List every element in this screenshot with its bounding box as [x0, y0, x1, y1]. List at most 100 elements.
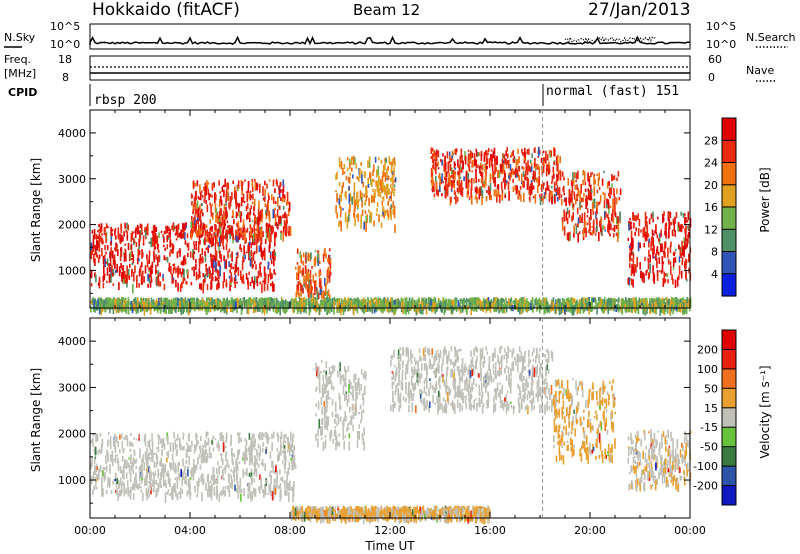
data-cell — [558, 187, 561, 195]
data-cell — [438, 172, 441, 180]
data-cell — [259, 263, 261, 268]
data-cell — [122, 298, 124, 302]
data-cell — [557, 187, 559, 196]
data-cell — [256, 233, 258, 238]
data-cell — [404, 297, 406, 300]
data-cell — [632, 212, 634, 220]
data-cell — [119, 255, 122, 262]
data-cell — [385, 186, 387, 194]
data-cell — [644, 233, 647, 240]
data-cell — [587, 188, 589, 192]
data-cell — [108, 266, 111, 273]
data-cell — [534, 299, 536, 306]
data-cell — [434, 302, 436, 306]
data-cell — [358, 198, 360, 202]
data-cell — [110, 274, 112, 283]
data-cell — [282, 183, 285, 192]
data-cell — [611, 213, 613, 218]
data-cell — [223, 210, 225, 215]
data-cell — [631, 258, 633, 262]
data-cell — [186, 269, 188, 275]
data-cell — [536, 302, 538, 305]
data-cell — [629, 252, 631, 262]
data-cell — [513, 300, 516, 304]
data-cell — [245, 251, 247, 254]
data-cell — [308, 279, 311, 289]
data-cell — [217, 270, 220, 279]
data-cell — [198, 260, 201, 268]
data-cell — [191, 216, 193, 221]
data-cell — [475, 148, 477, 151]
data-cell — [646, 305, 648, 315]
data-cell — [184, 222, 186, 231]
data-cell — [522, 167, 525, 171]
data-cell — [110, 267, 112, 277]
data-cell — [316, 292, 319, 300]
data-cell — [180, 271, 183, 278]
data-cell — [515, 185, 518, 195]
data-cell — [327, 266, 330, 277]
data-cell — [139, 265, 142, 273]
data-cell — [133, 300, 136, 306]
data-cell — [248, 244, 250, 251]
data-cell — [600, 298, 602, 306]
data-cell — [205, 186, 207, 196]
data-cell — [180, 261, 183, 265]
data-cell — [680, 211, 682, 216]
data-cell — [686, 220, 689, 223]
data-cell — [349, 158, 351, 166]
data-cell — [615, 232, 618, 236]
nsky-label: N.Sky — [4, 31, 36, 44]
data-cell — [482, 183, 484, 187]
data-cell — [329, 258, 332, 264]
data-cell — [360, 301, 363, 310]
data-cell — [150, 280, 153, 283]
data-cell — [485, 196, 488, 202]
freq-tick-bottom: 8 — [62, 71, 69, 84]
data-cell — [624, 303, 626, 308]
data-cell — [115, 245, 118, 251]
data-cell — [547, 306, 549, 312]
data-cell — [256, 276, 259, 287]
data-cell — [96, 303, 98, 311]
data-cell — [385, 157, 387, 163]
data-cell — [173, 263, 176, 271]
feature-3 — [335, 155, 397, 233]
data-cell — [122, 278, 125, 284]
data-cell — [199, 205, 201, 212]
data-cell — [648, 240, 650, 248]
data-cell — [345, 175, 348, 181]
data-cell — [139, 223, 142, 229]
data-cell — [118, 299, 120, 304]
data-cell — [575, 199, 577, 205]
data-cell — [681, 297, 683, 304]
data-cell — [644, 256, 646, 261]
data-cell — [96, 240, 98, 250]
data-cell — [439, 303, 441, 307]
data-cell — [332, 302, 334, 308]
data-cell — [108, 263, 110, 267]
data-cell — [191, 201, 193, 206]
data-cell — [619, 211, 621, 221]
data-cell — [250, 205, 253, 209]
data-cell — [381, 177, 384, 185]
data-cell — [322, 290, 325, 297]
data-cell — [432, 184, 434, 193]
data-cell — [449, 175, 452, 186]
data-cell — [581, 301, 583, 307]
data-cell — [463, 298, 465, 303]
data-cell — [299, 304, 301, 311]
data-cell — [578, 303, 580, 311]
data-cell — [653, 230, 656, 234]
data-cell — [138, 271, 141, 277]
data-cell — [165, 225, 167, 234]
data-cell — [158, 255, 160, 258]
data-cell — [268, 232, 270, 242]
data-cell — [203, 223, 206, 231]
data-cell — [494, 168, 497, 172]
data-cell — [663, 278, 666, 284]
data-cell — [437, 150, 440, 158]
data-cell — [513, 170, 516, 175]
data-cell — [323, 249, 326, 255]
data-cell — [439, 182, 441, 193]
